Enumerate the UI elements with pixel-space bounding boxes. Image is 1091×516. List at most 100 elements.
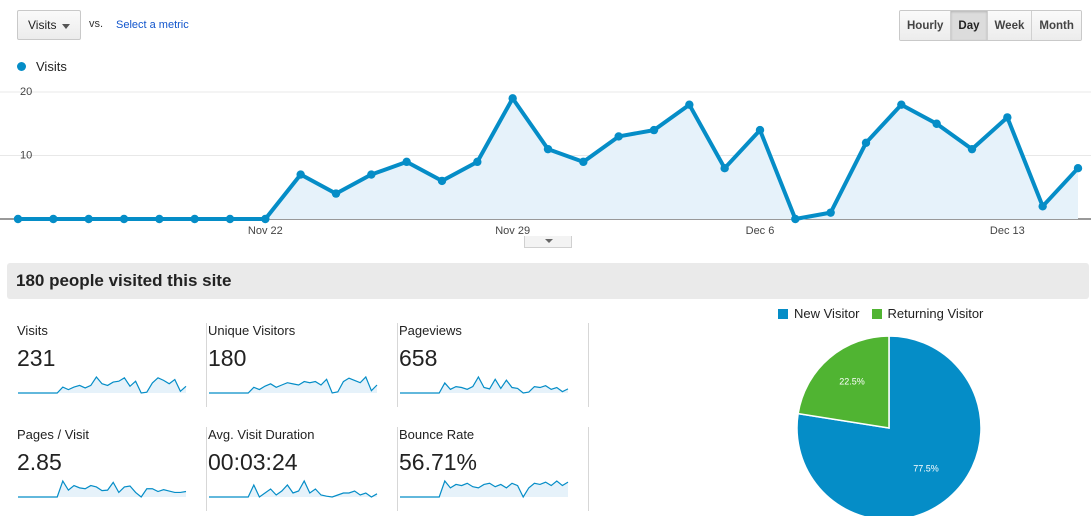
sparkline-line: [209, 479, 378, 498]
sparkline-area: [18, 377, 186, 393]
data-point[interactable]: [331, 189, 341, 198]
sparkline-area: [400, 377, 568, 393]
data-point[interactable]: [1073, 164, 1083, 173]
chevron-down-icon: [545, 239, 553, 243]
pie-slice-label: 22.5%: [839, 377, 865, 387]
sparkline-line: [18, 479, 187, 498]
sparkline-line: [400, 479, 569, 499]
data-point[interactable]: [755, 125, 765, 135]
metric-label: Visits: [17, 323, 48, 338]
data-point[interactable]: [473, 157, 482, 167]
sparkline: [18, 375, 187, 394]
data-point[interactable]: [84, 214, 93, 224]
metric-value: 2.85: [17, 449, 62, 475]
metric-label: Unique Visitors: [208, 323, 296, 338]
pie-slice[interactable]: [797, 335, 890, 429]
sparkline-area: [18, 481, 186, 497]
x-tick-label: Nov 22: [248, 225, 283, 237]
data-point[interactable]: [402, 157, 411, 167]
summary-bar: 180 people visited this site: [7, 263, 1089, 299]
pie-slice-label: 77.5%: [913, 463, 939, 473]
legend-swatch: [778, 308, 788, 319]
data-point[interactable]: [119, 214, 129, 224]
visitor-type-pie-chart: 77.5% 22.5%: [796, 335, 982, 516]
data-point[interactable]: [13, 214, 23, 224]
pie-slice[interactable]: [796, 335, 982, 516]
data-point[interactable]: [1003, 113, 1012, 122]
metric-label: Bounce Rate: [399, 427, 475, 442]
visits-line-chart: 10 20 Nov 22 Nov 29 Dec 6 Dec 13: [0, 86, 1091, 237]
data-point[interactable]: [225, 214, 235, 224]
data-point[interactable]: [791, 214, 800, 224]
select-metric-link[interactable]: Select a metric: [116, 19, 189, 31]
data-point[interactable]: [49, 214, 58, 224]
legend-label: Returning Visitor: [887, 306, 984, 321]
chart-legend: Visits: [17, 59, 67, 74]
data-point[interactable]: [155, 214, 164, 224]
data-point[interactable]: [543, 144, 553, 154]
metric-label: Avg. Visit Duration: [208, 427, 315, 442]
data-point[interactable]: [967, 144, 977, 154]
data-point[interactable]: [897, 100, 906, 109]
metric-value: 00:03:24: [208, 449, 298, 475]
data-point[interactable]: [296, 170, 305, 179]
data-point[interactable]: [437, 176, 447, 186]
x-tick-label: Dec 6: [746, 225, 775, 237]
sparkline: [400, 375, 569, 394]
vs-label: vs.: [89, 18, 104, 30]
metric-value: 56.71%: [399, 449, 478, 475]
sparkline-line: [209, 375, 378, 394]
metric-label: Pages / Visit: [17, 427, 90, 442]
sparkline: [18, 479, 187, 498]
data-point[interactable]: [190, 214, 199, 224]
month-button[interactable]: Month: [1031, 11, 1081, 40]
day-button[interactable]: Day: [950, 11, 987, 40]
metric-tile[interactable]: Pageviews 658: [399, 323, 589, 407]
data-point[interactable]: [367, 170, 376, 179]
data-point[interactable]: [720, 164, 729, 173]
summary-title: 180 people visited this site: [16, 271, 232, 290]
y-tick-label: 20: [20, 86, 32, 98]
metric-dropdown-label: Visits: [28, 18, 57, 32]
data-point[interactable]: [826, 208, 835, 217]
chevron-down-icon: [62, 24, 70, 29]
sparkline: [400, 479, 569, 499]
legend-swatch: [871, 308, 882, 319]
pie-legend: New Visitor Returning Visitor: [778, 306, 995, 321]
metric-tile[interactable]: Visits 231: [17, 323, 207, 407]
data-point[interactable]: [614, 132, 623, 141]
sparkline: [209, 375, 378, 394]
week-button[interactable]: Week: [986, 11, 1032, 40]
metric-dropdown[interactable]: Visits: [17, 10, 81, 40]
legend-dot-icon: [17, 62, 26, 71]
metric-value: 231: [17, 345, 56, 371]
metric-tile[interactable]: Unique Visitors 180: [208, 323, 398, 407]
data-point[interactable]: [579, 157, 588, 167]
metric-label: Pageviews: [399, 323, 462, 338]
chart-collapse-handle[interactable]: [524, 236, 572, 248]
sparkline-area: [209, 481, 377, 497]
data-point[interactable]: [932, 119, 941, 128]
metric-value: 658: [399, 345, 438, 371]
legend-item-returning-visitor: Returning Visitor: [871, 306, 984, 321]
metric-tile[interactable]: Pages / Visit 2.85: [17, 427, 207, 511]
data-point[interactable]: [685, 100, 694, 109]
data-point[interactable]: [861, 138, 871, 147]
x-tick-label: Dec 13: [990, 225, 1025, 237]
metric-value: 180: [208, 345, 247, 371]
legend-label-visits: Visits: [36, 59, 67, 74]
granularity-toggle: Hourly Day Week Month: [899, 10, 1082, 41]
data-point[interactable]: [261, 214, 270, 224]
sparkline-area: [209, 377, 377, 393]
data-point[interactable]: [1038, 202, 1047, 211]
metric-tile[interactable]: Bounce Rate 56.71%: [399, 427, 589, 511]
legend-item-new-visitor: New Visitor: [778, 306, 860, 321]
hourly-button[interactable]: Hourly: [900, 11, 951, 40]
x-tick-label: Nov 29: [495, 225, 530, 237]
legend-label: New Visitor: [794, 306, 860, 321]
y-tick-label: 10: [20, 150, 32, 162]
data-point[interactable]: [649, 125, 659, 135]
metric-tile[interactable]: Avg. Visit Duration 00:03:24: [208, 427, 398, 511]
data-point[interactable]: [508, 94, 517, 103]
sparkline: [209, 479, 378, 498]
